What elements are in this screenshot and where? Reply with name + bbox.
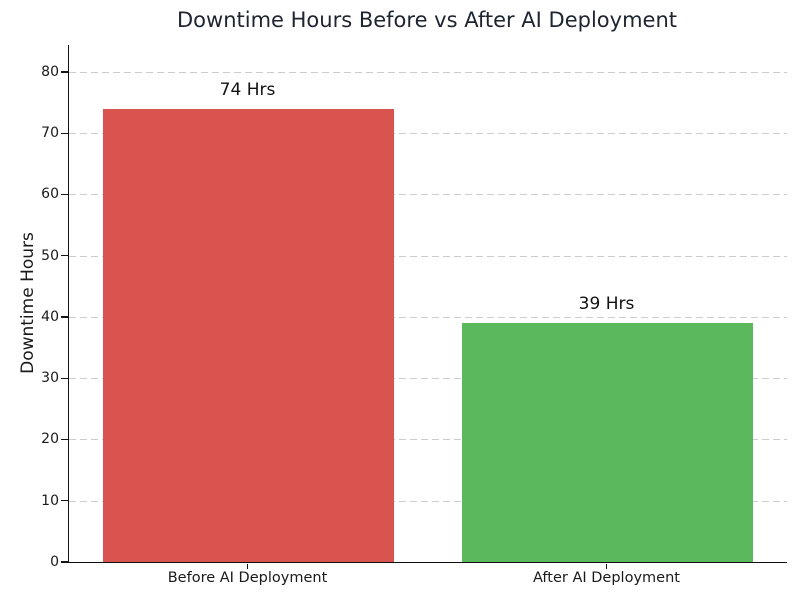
y-tick-label: 0 [50, 554, 59, 570]
x-tick-label: After AI Deployment [533, 570, 680, 586]
y-tick-label: 70 [41, 125, 59, 142]
y-tick-mark [61, 500, 68, 502]
x-tick-mark [605, 563, 608, 569]
y-tick-mark [61, 377, 68, 379]
y-tick-mark [61, 71, 68, 73]
plot-area [68, 45, 787, 563]
chart-title: Downtime Hours Before vs After AI Deploy… [177, 8, 677, 32]
gridline-y70 [69, 133, 787, 135]
gridline-y30 [69, 378, 787, 380]
y-tick-mark [61, 438, 68, 441]
y-tick-mark [61, 132, 68, 134]
x-tick-mark [246, 563, 249, 569]
bar-before [103, 108, 394, 562]
y-tick-label: 50 [41, 247, 59, 264]
y-tick-label: 40 [41, 308, 59, 325]
bar-value-label: 74 Hrs [219, 79, 276, 100]
y-tick-mark [61, 316, 68, 318]
y-tick-mark [61, 255, 68, 257]
y-tick-label: 30 [41, 370, 59, 387]
gridline-y40 [69, 316, 787, 318]
bar-value-label: 39 Hrs [578, 294, 635, 315]
gridline-y80 [69, 71, 787, 73]
y-tick-label: 60 [41, 186, 59, 203]
x-tick-label: Before AI Deployment [167, 570, 328, 586]
y-tick-label: 20 [41, 431, 59, 448]
gridline-y50 [69, 255, 787, 257]
gridline-y10 [69, 500, 787, 502]
y-tick-label: 10 [41, 492, 59, 509]
y-tick-mark [61, 561, 68, 563]
y-tick-mark [61, 193, 68, 196]
y-tick-label: 80 [41, 63, 59, 80]
bar-after [462, 323, 753, 562]
gridline-y20 [69, 439, 787, 441]
gridline-y60 [69, 194, 787, 196]
